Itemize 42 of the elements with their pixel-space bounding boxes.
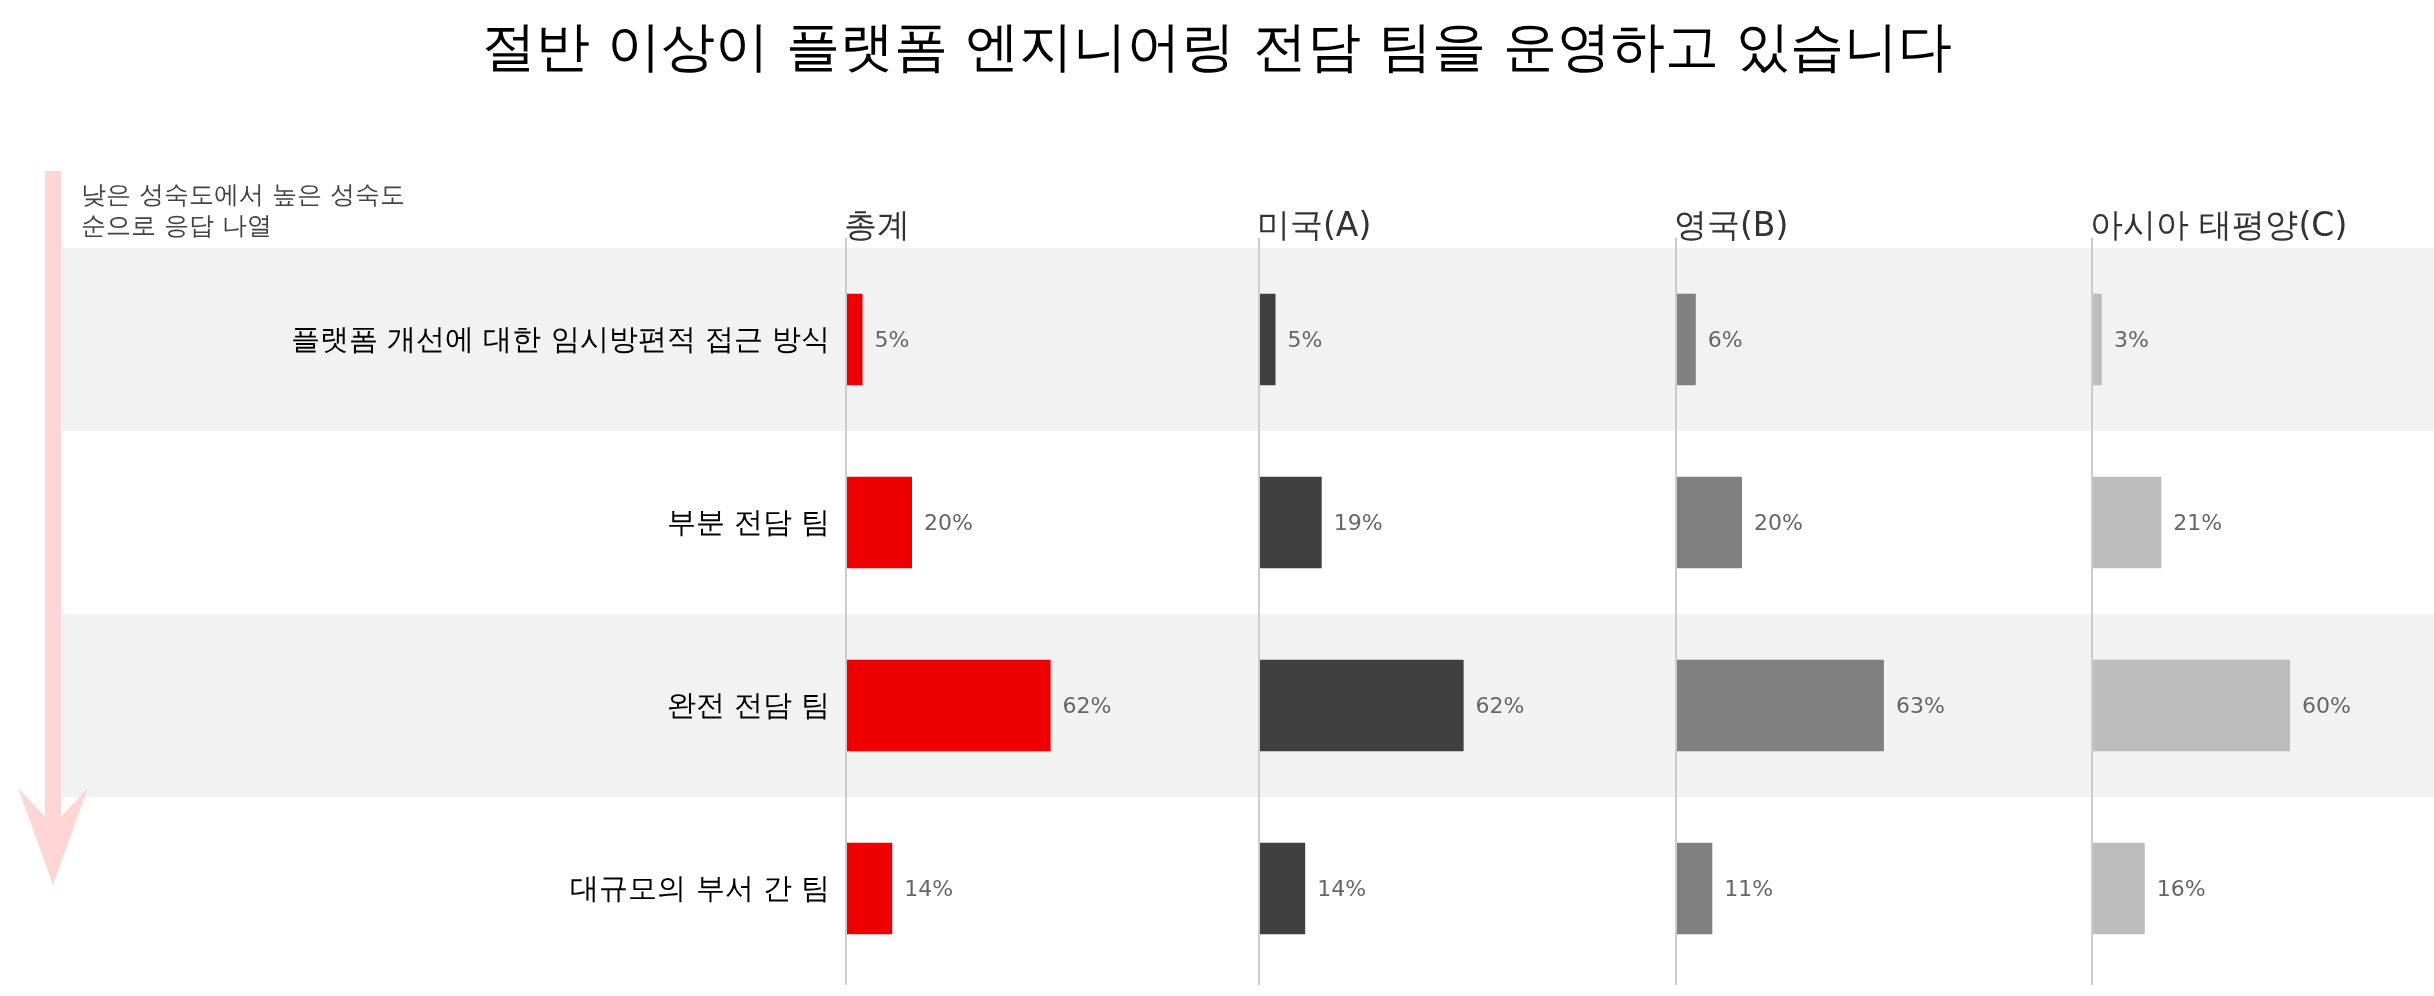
data-label: 21% xyxy=(2173,510,2223,536)
data-label: 62% xyxy=(1475,693,1525,719)
bar xyxy=(1259,842,1306,935)
data-label: 20% xyxy=(924,510,973,536)
data-label: 5% xyxy=(874,327,910,353)
data-label: 14% xyxy=(1317,876,1367,902)
bar xyxy=(2092,842,2145,935)
bar xyxy=(846,842,893,935)
data-label: 63% xyxy=(1895,693,1945,719)
bar xyxy=(846,293,863,386)
data-label: 3% xyxy=(2113,327,2149,353)
bar xyxy=(2092,293,2102,386)
y-tick-label: 부분 전담 팀 xyxy=(666,504,830,539)
chart-subtitle: 아시아 태평양(C) xyxy=(2090,205,2348,244)
bar xyxy=(1676,293,1696,386)
data-label: 5% xyxy=(1287,327,1323,353)
data-label: 14% xyxy=(904,876,954,902)
bar xyxy=(1259,293,1276,386)
bar xyxy=(846,659,1051,752)
data-label: 62% xyxy=(1062,693,1112,719)
y-tick-label: 대규모의 부서 간 팀 xyxy=(570,870,830,905)
data-label: 16% xyxy=(2156,876,2206,902)
y-tick-label: 플랫폼 개선에 대한 임시방편적 접근 방식 xyxy=(290,321,830,356)
data-label: 11% xyxy=(1724,876,1774,902)
y-tick-label: 완전 전담 팀 xyxy=(666,687,830,722)
text: 낮은 성숙도에서 높은 성숙도 순으로 응답 나열 xyxy=(81,180,405,241)
data-label: 6% xyxy=(1707,327,1743,353)
data-label: 60% xyxy=(2302,693,2351,719)
data-label: 20% xyxy=(1754,510,1803,536)
bar xyxy=(1676,842,1713,935)
chart-subtitle: 미국(A) xyxy=(1257,205,1372,244)
text: 절반 이상이 플랫폼 엔지니어링 전담 팀을 운영하고 있습니다 xyxy=(481,15,1953,78)
bar xyxy=(1259,659,1464,752)
chart-subtitle: 영국(B) xyxy=(1674,205,1789,244)
chart-subtitle: 총계 xyxy=(844,205,910,244)
bar xyxy=(2092,659,2290,752)
bar xyxy=(1676,659,1884,752)
data-label: 19% xyxy=(1333,510,1383,536)
bar xyxy=(846,476,912,569)
bar xyxy=(1676,476,1742,569)
bar xyxy=(2092,476,2162,569)
bar xyxy=(1259,476,1322,569)
